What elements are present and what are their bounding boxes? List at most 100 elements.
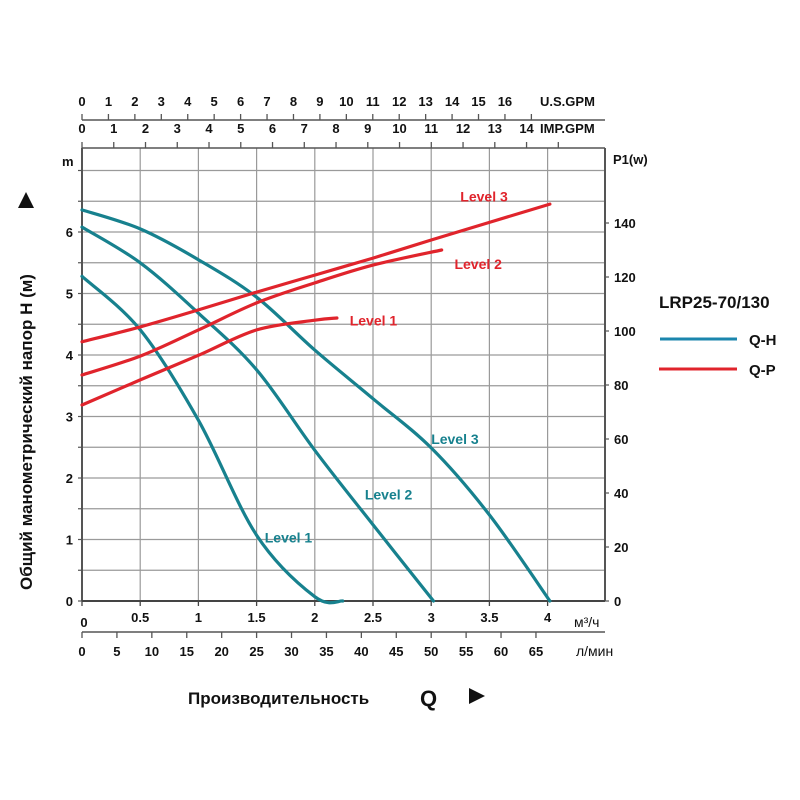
curve-q-h-level-1: [80, 274, 345, 605]
lmin-tick-label: 60: [494, 644, 508, 659]
head-tick-label: 6: [66, 225, 73, 240]
curve-labels: Level 1 Level 2 Level 3 Level 1 Level 2 Level…: [265, 188, 508, 545]
lmin-tick-label: 40: [354, 644, 368, 659]
curve-label-q-p-level-3: Level 3: [460, 188, 508, 204]
m3h-tick-label: 0: [80, 615, 87, 630]
power-tick-label: 80: [614, 378, 628, 393]
legend-label-q-h: Q-H: [749, 332, 777, 349]
impgpm-tick-label: 9: [364, 121, 371, 136]
curve-label-q-h-level-3: Level 3: [431, 431, 479, 447]
head-tick-label: 1: [66, 533, 73, 548]
curve-label-q-p-level-1: Level 1: [350, 313, 398, 329]
m3h-tick-label: 1: [195, 610, 202, 625]
curve-q-p-level-1: [80, 316, 339, 407]
m3h-unit-label: м³/ч: [574, 614, 599, 630]
curve-q-h-level-2: [80, 225, 436, 603]
grid: [82, 148, 605, 601]
curve-q-h-level-3: [80, 208, 552, 603]
m3h-tick-label: 0.5: [131, 610, 149, 625]
lmin-tick-label: 45: [389, 644, 403, 659]
head-tick-label: 5: [66, 287, 73, 302]
lmin-tick-label: 10: [145, 644, 159, 659]
head-tick-label: 2: [66, 471, 73, 486]
power-tick-label: 140: [614, 216, 636, 231]
lmin-tick-label: 0: [78, 644, 85, 659]
impgpm-tick-label: 2: [142, 121, 149, 136]
lmin-tick-label: 20: [214, 644, 228, 659]
lmin-tick-label: 15: [180, 644, 194, 659]
impgpm-tick-label: 1: [110, 121, 117, 136]
power-tick-label: 120: [614, 270, 636, 285]
usgpm-tick-label: 16: [498, 94, 512, 109]
curves: [80, 202, 552, 605]
usgpm-tick-label: 13: [418, 94, 432, 109]
usgpm-tick-label: 6: [237, 94, 244, 109]
curve-q-p-level-2: [80, 248, 444, 377]
usgpm-tick-label: 5: [211, 94, 218, 109]
lmin-tick-label: 30: [284, 644, 298, 659]
usgpm-tick-label: 15: [471, 94, 485, 109]
power-axis: 0 20 40 60 80 100 120 140: [605, 216, 636, 609]
lmin-tick-label: 5: [113, 644, 120, 659]
lmin-tick-label: 25: [249, 644, 263, 659]
usgpm-tick-label: 12: [392, 94, 406, 109]
power-tick-label: 40: [614, 486, 628, 501]
power-tick-label: 0: [614, 594, 621, 609]
head-tick-label: 0: [66, 594, 73, 609]
impgpm-tick-label: 14: [519, 121, 534, 136]
curve-label-q-p-level-2: Level 2: [454, 256, 502, 272]
impgpm-tick-label: 8: [332, 121, 339, 136]
power-tick-label: 60: [614, 432, 628, 447]
impgpm-tick-label: 12: [456, 121, 470, 136]
usgpm-tick-label: 3: [158, 94, 165, 109]
curve-label-q-h-level-1: Level 1: [265, 530, 313, 546]
x-axis-title-q: Q: [420, 686, 437, 711]
head-tick-label: 3: [66, 410, 73, 425]
usgpm-tick-label: 14: [445, 94, 460, 109]
lmin-tick-label: 55: [459, 644, 473, 659]
top-axes: 0 1 2 3 4 5 6 7 8 9 10 11 12 13 14 15 160 1 2 3 4 5 6 7 8 9 10 11 12…: [78, 94, 605, 148]
impgpm-tick-label: 6: [269, 121, 276, 136]
lmin-unit-label: л/мин: [576, 643, 613, 659]
usgpm-tick-label: 0: [78, 94, 85, 109]
x-axis-title: Производительность: [188, 689, 369, 708]
usgpm-tick-label: 1: [105, 94, 112, 109]
head-tick-label: 4: [66, 348, 74, 363]
m3h-tick-label: 1.5: [248, 610, 266, 625]
usgpm-tick-label: 2: [131, 94, 138, 109]
lmin-tick-label: 50: [424, 644, 438, 659]
impgpm-tick-label: 3: [174, 121, 181, 136]
m3h-tick-label: 3: [428, 610, 435, 625]
legend: LRP25-70/130 Q-H Q-P: [659, 293, 777, 379]
power-tick-label: 100: [614, 324, 636, 339]
bottom-axes: 0 0.5 1 1.5 2 2.5 3 3.5 40 5 10 15 20 25 30 35 40 45 50 55 6…: [78, 601, 605, 659]
y-axis-title-text: Общий манометрический напор H (м): [17, 274, 36, 590]
head-unit-label: m: [62, 154, 74, 169]
curve-q-p-level-3: [80, 202, 552, 344]
impgpm-tick-label: 11: [424, 121, 438, 136]
usgpm-unit-label: U.S.GPM: [540, 94, 595, 109]
impgpm-tick-label: 4: [205, 121, 213, 136]
impgpm-tick-label: 10: [392, 121, 406, 136]
usgpm-tick-label: 11: [366, 94, 380, 109]
x-axis-title-text: Производительность: [188, 689, 369, 708]
usgpm-tick-label: 7: [263, 94, 270, 109]
usgpm-tick-label: 8: [290, 94, 297, 109]
lmin-tick-label: 65: [529, 644, 543, 659]
impgpm-tick-label: 13: [488, 121, 502, 136]
m3h-tick-label: 4: [544, 610, 552, 625]
impgpm-unit-label: IMP.GPM: [540, 121, 595, 136]
impgpm-tick-label: 5: [237, 121, 244, 136]
legend-title: LRP25-70/130: [659, 293, 770, 312]
m3h-tick-label: 2.5: [364, 610, 382, 625]
curve-label-q-h-level-2: Level 2: [365, 487, 413, 503]
power-unit-label: P1(w): [613, 152, 648, 167]
impgpm-tick-label: 7: [301, 121, 308, 136]
impgpm-tick-label: 0: [78, 121, 85, 136]
m3h-tick-label: 3.5: [480, 610, 498, 625]
y-axis-title: Общий манометрический напор H (м): [17, 192, 36, 590]
x-axis-arrow-icon: [469, 688, 485, 704]
lmin-tick-label: 35: [319, 644, 333, 659]
head-axis: 0 1 2 3 4 5 6: [66, 169, 82, 609]
